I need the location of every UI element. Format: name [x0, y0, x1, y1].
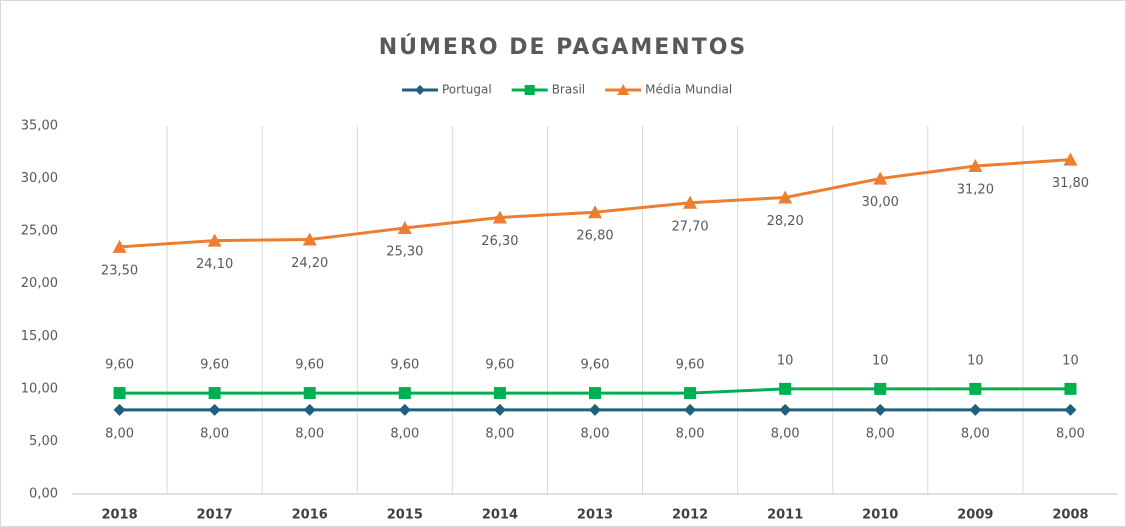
data-label: 24,20	[291, 256, 328, 271]
legend-marker	[524, 85, 535, 95]
chart-title: NÚMERO DE PAGAMENTOS	[379, 34, 748, 60]
data-label: 25,30	[386, 244, 423, 259]
data-label: 8,00	[200, 426, 229, 441]
marker	[208, 387, 221, 400]
x-tick-label: 2009	[957, 508, 993, 523]
legend-label: Portugal	[442, 83, 492, 97]
marker	[303, 403, 316, 416]
marker	[112, 239, 127, 253]
marker	[589, 403, 601, 416]
y-tick-label: 25,00	[21, 224, 58, 239]
legend-marker	[617, 84, 630, 95]
x-tick-label: 2016	[292, 508, 328, 523]
marker	[1063, 152, 1078, 166]
y-tick-label: 30,00	[21, 171, 58, 186]
data-label: 26,80	[576, 229, 613, 244]
marker	[778, 190, 793, 204]
y-tick-label: 0,00	[29, 487, 58, 502]
marker	[113, 403, 126, 416]
marker	[1064, 403, 1077, 416]
data-label: 9,60	[105, 358, 134, 373]
y-tick-label: 35,00	[21, 119, 58, 134]
x-tick-label: 2018	[101, 508, 137, 523]
marker	[207, 233, 222, 247]
marker	[684, 387, 697, 400]
marker	[303, 387, 316, 400]
data-label: 10	[777, 353, 794, 368]
data-label: 9,60	[485, 358, 514, 373]
data-label: 8,00	[581, 426, 610, 441]
legend-label: Média Mundial	[645, 83, 732, 97]
marker	[493, 387, 506, 400]
data-label: 8,00	[105, 426, 134, 441]
marker	[969, 403, 982, 416]
data-label: 28,20	[767, 214, 804, 229]
marker	[779, 382, 792, 395]
data-label: 30,00	[862, 195, 899, 210]
y-tick-label: 5,00	[29, 434, 58, 449]
data-label: 9,60	[676, 358, 705, 373]
data-label: 8,00	[676, 426, 705, 441]
marker	[873, 171, 888, 185]
marker	[397, 220, 412, 234]
data-label: 31,20	[957, 182, 994, 197]
marker	[874, 403, 887, 416]
marker	[208, 403, 221, 416]
marker	[588, 205, 602, 219]
x-tick-label: 2013	[577, 508, 613, 523]
x-tick-label: 2008	[1052, 508, 1088, 523]
x-tick-label: 2015	[387, 508, 423, 523]
data-label: 8,00	[771, 426, 800, 441]
data-label: 10	[872, 353, 889, 368]
data-label: 9,60	[200, 358, 229, 373]
y-tick-label: 15,00	[21, 329, 58, 344]
legend-label: Brasil	[552, 83, 585, 97]
x-tick-label: 2012	[672, 508, 708, 523]
data-label: 8,00	[485, 426, 514, 441]
marker	[1064, 382, 1077, 395]
data-label: 8,00	[866, 426, 895, 441]
marker	[969, 382, 982, 395]
y-tick-label: 10,00	[21, 381, 58, 396]
data-label: 27,70	[671, 219, 708, 234]
x-tick-label: 2010	[862, 508, 898, 523]
data-label: 10	[1062, 353, 1079, 368]
x-tick-label: 2017	[197, 508, 233, 523]
x-tick-label: 2014	[482, 508, 518, 523]
data-label: 8,00	[1056, 426, 1085, 441]
marker	[492, 210, 507, 224]
marker	[779, 403, 792, 416]
data-label: 31,80	[1052, 176, 1089, 191]
data-label: 8,00	[295, 426, 324, 441]
data-label: 8,00	[961, 426, 990, 441]
marker	[493, 403, 506, 416]
marker	[113, 387, 126, 400]
x-tick-label: 2011	[767, 508, 803, 523]
data-label: 9,60	[295, 358, 324, 373]
marker	[874, 382, 887, 395]
data-label: 23,50	[101, 263, 138, 278]
marker	[302, 232, 317, 246]
marker	[589, 387, 601, 400]
data-label: 26,30	[481, 234, 518, 249]
data-label: 9,60	[390, 358, 419, 373]
marker	[684, 403, 697, 416]
legend-marker	[415, 85, 425, 95]
marker	[398, 403, 411, 416]
data-label: 8,00	[390, 426, 419, 441]
data-label: 9,60	[581, 358, 610, 373]
data-label: 24,10	[196, 257, 233, 272]
y-tick-label: 20,00	[21, 276, 58, 291]
marker	[398, 387, 411, 400]
data-label: 10	[967, 353, 984, 368]
marker	[968, 158, 983, 172]
marker	[683, 195, 698, 209]
